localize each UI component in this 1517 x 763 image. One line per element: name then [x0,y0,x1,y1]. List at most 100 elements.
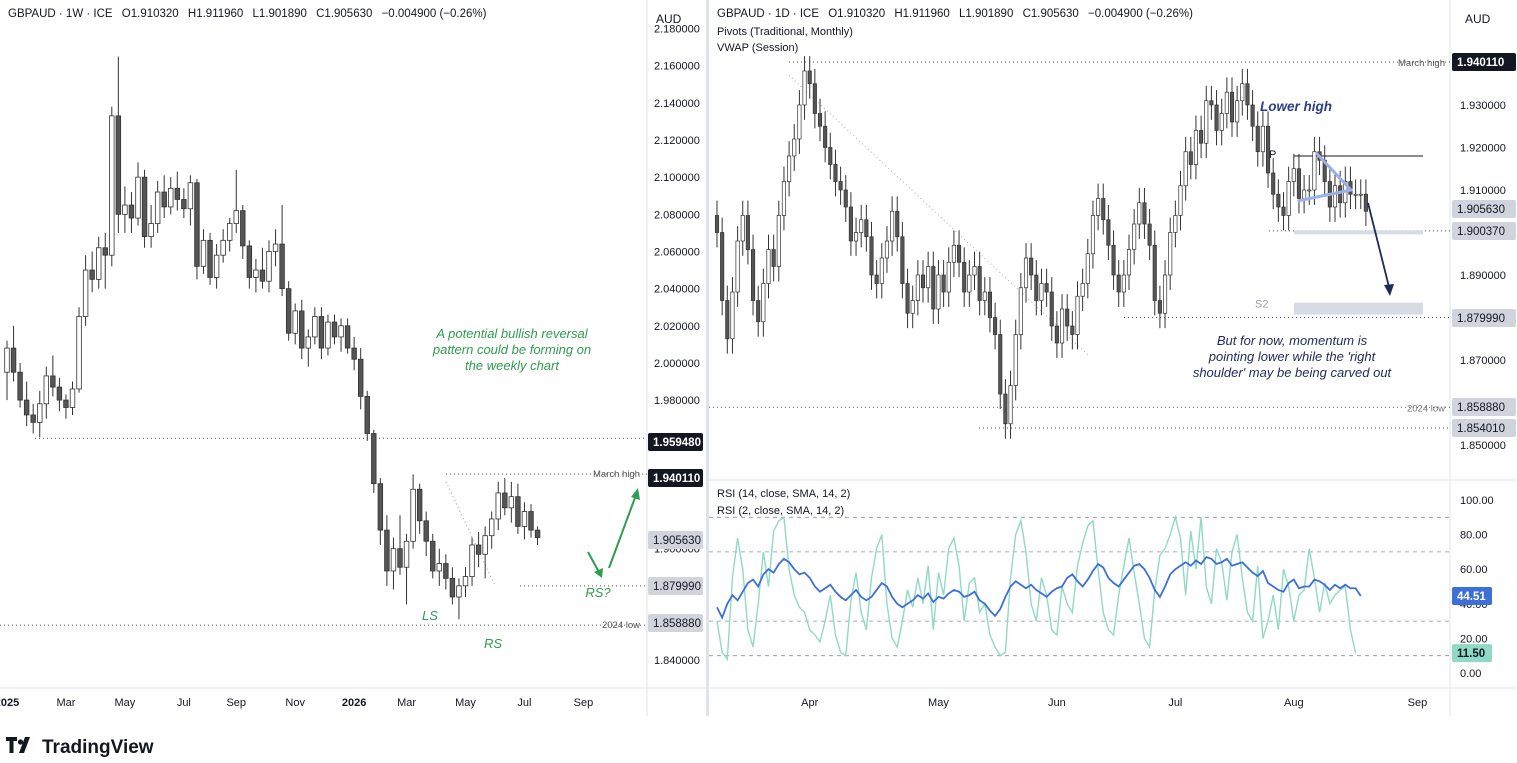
weekly-candle-body [371,433,377,485]
weekly-candle-body [23,399,30,416]
weekly-high: H1.911960 [187,8,244,20]
weekly-candle-body [364,395,370,434]
weekly-candle-body [122,204,128,215]
weekly-candle-body [456,585,462,598]
weekly-price-tag: 1.940110 [653,473,700,485]
daily-candle-body [1132,223,1137,250]
daily-candle-body [1338,185,1343,204]
weekly-candle-body [528,511,534,531]
weekly-candle-body [259,269,266,282]
daily-candle-body [1286,181,1291,216]
daily-candle-body [1214,104,1219,131]
daily-candle-body [781,181,787,216]
daily-currency-label[interactable]: AUD [1465,12,1491,26]
daily-annotation-line: pointing lower while the 'right [1208,349,1377,364]
daily-candle-body [982,291,987,301]
tradingview-brand[interactable]: TradingView [6,737,154,759]
pane-divider[interactable] [706,0,709,716]
daily-candle-body [1255,125,1260,153]
daily-candle-body [1209,100,1214,106]
weekly-currency-label[interactable]: AUD [656,12,682,26]
weekly-candle-body [226,223,233,241]
indicator-vwap[interactable]: VWAP (Session) [717,42,799,54]
weekly-up-arrow [608,494,637,569]
daily-candle-body [1106,219,1111,246]
weekly-candle-body [96,247,102,280]
daily-candle-body [874,274,879,284]
weekly-candle-body [279,243,285,290]
daily-candle-body [1168,232,1173,276]
daily-candle-body [951,244,956,263]
weekly-candle-body [390,548,397,572]
daily-candle-body [1096,198,1101,216]
daily-symbol[interactable]: GBPAUD · 1D · ICE [717,8,820,20]
weekly-x-tick-label: 2025 [0,697,19,709]
daily-candle-body [745,215,750,250]
weekly-price-tag-bg [648,531,703,549]
weekly-symbol[interactable]: GBPAUD · 1W · ICE [8,8,113,20]
weekly-price-tag: 1.959480 [653,437,701,449]
weekly-candle-body [305,336,311,349]
daily-candle-body [1358,193,1363,196]
daily-candle-body [967,274,972,293]
indicator-rsi-2[interactable]: RSI (2, close, SMA, 14, 2) [717,505,845,517]
daily-candle-body [1085,253,1090,284]
indicator-pivots[interactable]: Pivots (Traditional, Monthly) [717,26,853,38]
daily-candle-body [750,249,756,301]
daily-candle-body [1302,189,1307,199]
weekly-candle-body [17,371,23,401]
daily-candle-body [838,181,843,191]
weekly-x-tick-label: 2026 [342,697,366,709]
weekly-candle-body [233,210,239,225]
weekly-candle-body [43,375,49,405]
indicator-rsi-14[interactable]: RSI (14, close, SMA, 14, 2) [717,488,851,500]
daily-candlestick-svg[interactable]: 1.930000 1.920000 1.910000 1.890000 1.870000… [709,0,1517,716]
daily-chart-pane[interactable]: GBPAUD · 1D · ICE O1.910320 H1.911960 L1… [709,0,1517,716]
daily-candle-body [1152,244,1157,301]
weekly-candle-body [272,243,279,252]
daily-candle-body [895,210,900,238]
weekly-y-tick-label: 2.020000 [654,321,700,333]
weekly-candle-body [521,511,528,527]
rsi-value-tag-bg [1452,586,1492,605]
weekly-open: O1.910320 [121,8,179,20]
weekly-y-tick-label: 2.120000 [654,135,700,147]
daily-candle-body [740,215,745,242]
weekly-candle-body [213,254,220,278]
daily-candle-body [972,266,977,276]
weekly-price-tag: 1.905630 [653,535,701,547]
weekly-candle-body [174,187,180,200]
weekly-candle-body [76,316,82,390]
weekly-x-tick-label: Nov [285,697,305,709]
weekly-price-tag-bg [648,433,703,451]
daily-candle-body [920,274,926,289]
daily-candle-body [1147,223,1152,246]
daily-candle-body [1116,274,1121,293]
daily-candle-body [1312,151,1317,191]
daily-candle-body [1111,244,1116,276]
weekly-price-tag: 1.879990 [653,581,701,593]
weekly-candle-body [50,375,56,388]
weekly-candle-body [154,191,161,225]
daily-candle-body [1070,325,1075,335]
weekly-candle-body [181,199,187,210]
weekly-y-tick-label: 2.100000 [654,172,700,184]
daily-s2-label: S2 [1255,299,1268,311]
daily-candle-body [854,232,859,242]
daily-price-tag: 1.854010 [1457,423,1505,435]
rsi-value-tag: 44.51 [1457,591,1486,603]
weekly-chart-pane[interactable]: GBPAUD · 1W · ICE O1.910320 H1.911960 L1… [0,0,706,716]
weekly-candle-body [220,239,226,256]
weekly-candle-body [331,321,338,338]
daily-y-tick-label: 1.870000 [1460,355,1506,367]
daily-candle-body [766,249,771,284]
weekly-rs-label: RS [484,636,502,651]
weekly-rs-question-label: RS? [585,585,611,600]
daily-price-tag: 1.900370 [1457,226,1505,238]
daily-y-tick-label: 1.920000 [1460,142,1506,154]
weekly-up-arrowhead [631,488,640,500]
weekly-y-tick-label: 2.000000 [654,358,700,370]
weekly-candlestick-svg[interactable]: 2.180000 2.160000 2.140000 2.120000 2.100000… [0,0,706,716]
rsi-y-tick-label: 60.00 [1460,564,1488,576]
daily-candle-body [910,300,915,314]
